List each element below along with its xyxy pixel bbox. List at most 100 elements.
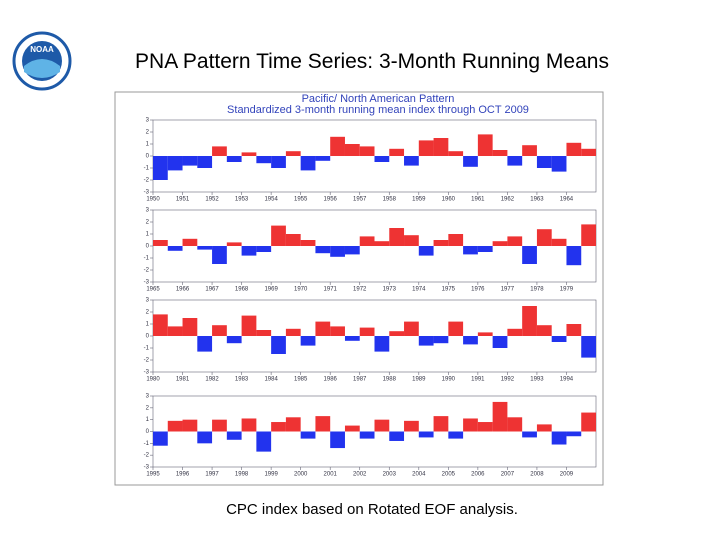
y-tick-label: 3 bbox=[146, 208, 150, 214]
area-segment bbox=[256, 431, 272, 452]
area-segment bbox=[359, 236, 375, 246]
area-segment bbox=[448, 431, 464, 439]
x-tick-label: 1988 bbox=[383, 377, 397, 383]
area-segment bbox=[374, 336, 390, 352]
area-segment bbox=[551, 336, 567, 342]
area-segment bbox=[463, 418, 478, 432]
x-tick-label: 1978 bbox=[530, 287, 544, 293]
area-segment bbox=[404, 156, 419, 166]
area-segment bbox=[300, 336, 316, 346]
area-segment bbox=[418, 140, 434, 156]
x-tick-label: 2007 bbox=[501, 472, 515, 478]
area-segment bbox=[285, 328, 301, 336]
area-segment bbox=[492, 150, 508, 156]
x-tick-label: 1987 bbox=[353, 377, 367, 383]
y-tick-label: 1 bbox=[146, 232, 150, 238]
x-tick-label: 1989 bbox=[412, 377, 426, 383]
area-segment bbox=[551, 431, 567, 445]
area-segment bbox=[271, 225, 286, 246]
area-segment bbox=[300, 431, 316, 439]
y-tick-label: 3 bbox=[146, 298, 150, 304]
y-tick-label: 2 bbox=[146, 220, 150, 226]
area-segment bbox=[477, 422, 493, 432]
x-tick-label: 2006 bbox=[471, 472, 485, 478]
area-segment bbox=[581, 148, 596, 156]
y-tick-label: 1 bbox=[146, 322, 150, 328]
area-segment bbox=[271, 422, 286, 432]
x-tick-label: 1992 bbox=[501, 377, 515, 383]
y-tick-label: 0 bbox=[146, 154, 150, 160]
y-tick-label: 2 bbox=[146, 310, 150, 316]
area-segment bbox=[492, 336, 508, 348]
x-tick-label: 1981 bbox=[176, 377, 190, 383]
area-segment bbox=[551, 156, 567, 172]
area-segment bbox=[285, 234, 301, 246]
x-tick-label: 1991 bbox=[471, 377, 485, 383]
area-segment bbox=[418, 246, 434, 256]
area-segment bbox=[182, 419, 198, 432]
area-segment bbox=[536, 229, 552, 246]
x-tick-label: 1985 bbox=[294, 377, 308, 383]
area-segment bbox=[389, 148, 405, 156]
y-tick-label: -1 bbox=[144, 166, 150, 172]
area-segment bbox=[330, 431, 345, 449]
y-tick-label: -2 bbox=[144, 178, 150, 184]
x-tick-label: 1972 bbox=[353, 287, 367, 293]
area-segment bbox=[477, 332, 493, 336]
area-segment bbox=[212, 325, 227, 336]
y-tick-label: 0 bbox=[146, 429, 150, 435]
x-tick-label: 1965 bbox=[146, 287, 160, 293]
area-segment bbox=[315, 416, 331, 432]
area-segment bbox=[167, 246, 183, 251]
x-tick-label: 2008 bbox=[530, 472, 544, 478]
y-tick-label: -2 bbox=[144, 358, 150, 364]
y-tick-label: 3 bbox=[146, 394, 150, 400]
area-segment bbox=[315, 246, 331, 254]
x-tick-label: 1956 bbox=[324, 197, 338, 203]
x-tick-label: 1969 bbox=[264, 287, 278, 293]
area-segment bbox=[492, 401, 508, 432]
x-tick-label: 1973 bbox=[383, 287, 397, 293]
area-segment bbox=[448, 234, 464, 246]
x-tick-label: 1975 bbox=[442, 287, 456, 293]
area-segment bbox=[285, 151, 301, 156]
area-segment bbox=[477, 246, 493, 252]
area-segment bbox=[241, 418, 257, 432]
area-segment bbox=[241, 315, 257, 336]
area-segment bbox=[507, 328, 523, 336]
area-segment bbox=[315, 156, 331, 161]
chart-subtitle: Standardized 3-month running mean index … bbox=[227, 104, 529, 116]
area-segment bbox=[167, 420, 183, 432]
y-tick-label: -2 bbox=[144, 268, 150, 274]
area-segment bbox=[256, 246, 272, 252]
area-segment bbox=[359, 431, 375, 439]
x-tick-label: 1986 bbox=[324, 377, 338, 383]
area-segment bbox=[374, 156, 390, 162]
area-segment bbox=[197, 431, 213, 444]
area-segment bbox=[433, 138, 449, 156]
area-segment bbox=[212, 246, 227, 264]
x-tick-label: 2003 bbox=[383, 472, 397, 478]
x-tick-label: 1990 bbox=[442, 377, 456, 383]
area-segment bbox=[344, 144, 360, 156]
x-tick-label: 1959 bbox=[412, 197, 426, 203]
x-tick-label: 1982 bbox=[205, 377, 219, 383]
x-tick-label: 1971 bbox=[324, 287, 338, 293]
area-segment bbox=[344, 425, 360, 432]
x-tick-label: 1974 bbox=[412, 287, 426, 293]
area-segment bbox=[226, 431, 242, 440]
area-segment bbox=[330, 246, 345, 257]
area-segment bbox=[182, 156, 198, 166]
area-segment bbox=[330, 136, 345, 156]
area-segment bbox=[536, 156, 552, 168]
area-segment bbox=[433, 336, 449, 344]
area-segment bbox=[566, 324, 582, 336]
logo: NOAA bbox=[12, 31, 72, 91]
area-segment bbox=[374, 419, 390, 432]
x-tick-label: 2000 bbox=[294, 472, 308, 478]
area-segment bbox=[271, 336, 286, 354]
area-segment bbox=[330, 326, 345, 336]
area-segment bbox=[182, 318, 198, 336]
x-tick-label: 1953 bbox=[235, 197, 249, 203]
y-tick-label: -1 bbox=[144, 346, 150, 352]
